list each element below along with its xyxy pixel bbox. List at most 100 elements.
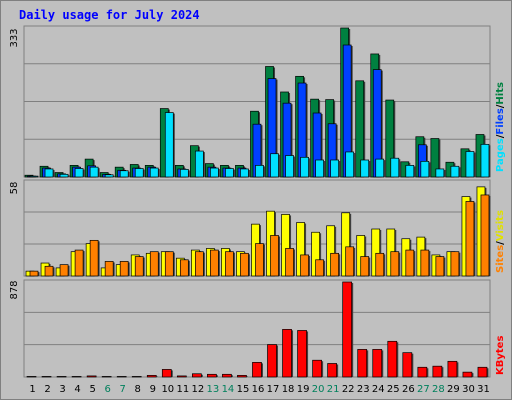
bar-pages [450, 165, 460, 178]
legend-pages: Pages [495, 138, 506, 172]
bar-pages [330, 159, 339, 178]
legend-hits: Hits [495, 82, 506, 105]
bar-sites [465, 201, 475, 277]
bar-pages [240, 168, 249, 178]
bar-pages [89, 166, 99, 178]
legend-kbytes: KBytes [495, 336, 506, 375]
bar-pages [195, 150, 204, 178]
bar-sites [390, 251, 400, 277]
x-tick-label: 1 [29, 384, 35, 395]
legend-hits-files-pages: Pages/Files/Hits [495, 82, 506, 172]
legend-sep-3: / [495, 241, 506, 245]
bar-hits [355, 80, 365, 178]
x-tick-label: 31 [477, 384, 490, 395]
y-max-label-kbytes: 878 [9, 280, 20, 299]
bar-kbytes [222, 373, 232, 378]
x-tick-label: 25 [387, 384, 400, 395]
bar-kbytes [176, 375, 187, 378]
bar-kbytes [237, 375, 247, 378]
bar-kbytes [161, 369, 172, 378]
x-tick-label: 13 [207, 384, 220, 395]
bar-pages [300, 156, 309, 178]
x-tick-label: 9 [150, 384, 156, 395]
chart-title: Daily usage for July 2024 [19, 8, 200, 22]
bar-pages [104, 174, 114, 178]
x-tick-label: 5 [89, 384, 95, 395]
bar-pages [420, 160, 430, 178]
x-tick-label: 14 [222, 384, 235, 395]
x-tick-label: 30 [462, 384, 475, 395]
bar-kbytes [282, 329, 292, 378]
x-tick-label: 16 [252, 384, 265, 395]
bar-sites [255, 243, 264, 277]
bar-pages [345, 151, 355, 178]
x-tick-label: 22 [342, 384, 355, 395]
bar-kbytes [327, 363, 337, 378]
bar-sites [29, 270, 39, 277]
x-tick-label: 11 [176, 384, 189, 395]
bar-pages [74, 168, 84, 178]
bar-pages [210, 167, 219, 178]
bar-sites [149, 251, 159, 277]
bar-sites [330, 252, 339, 277]
bar-kbytes [207, 373, 217, 378]
bar-sites [360, 256, 370, 277]
bar-kbytes [342, 281, 353, 378]
bar-pages [480, 143, 490, 178]
bar-sites [164, 251, 174, 277]
bar-kbytes [372, 349, 383, 378]
legend-sep-2: / [495, 104, 506, 108]
bar-pages [134, 168, 144, 178]
bar-kbytes [86, 375, 97, 378]
bar-pages [270, 153, 279, 178]
bar-sites [375, 252, 385, 277]
bar-sites [179, 259, 189, 277]
x-tick-label: 17 [267, 384, 280, 395]
bar-sites [89, 239, 99, 277]
bar-sites [59, 264, 69, 277]
x-tick-label: 23 [357, 384, 370, 395]
bar-sites [240, 252, 249, 277]
bar-pages [119, 170, 129, 178]
bar-sites [405, 249, 415, 277]
x-tick-label: 6 [104, 384, 110, 395]
bar-kbytes [297, 330, 307, 378]
bar-sites [270, 235, 279, 277]
x-tick-label: 12 [192, 384, 205, 395]
bar-sites [134, 256, 144, 277]
bar-sites [480, 194, 490, 277]
bar-pages [179, 169, 189, 178]
bar-pages [375, 158, 385, 178]
bar-pages [390, 157, 400, 178]
bar-pages [149, 167, 159, 178]
legend-visits: Visits [495, 210, 506, 241]
x-tick-label: 18 [282, 384, 295, 395]
legend-sites: Sites [495, 245, 506, 273]
bar-kbytes [477, 366, 488, 378]
bar-kbytes [417, 366, 428, 378]
y-max-label-hits: 333 [9, 28, 20, 47]
bar-sites [210, 249, 219, 277]
bar-pages [465, 151, 475, 178]
bar-pages [285, 155, 294, 178]
x-tick-label: 7 [120, 384, 126, 395]
x-tick-label: 21 [327, 384, 340, 395]
bar-pages [225, 168, 234, 178]
bar-kbytes [146, 375, 157, 378]
bar-kbytes [462, 371, 473, 378]
x-tick-label: 24 [372, 384, 385, 395]
legend-sep-1: / [495, 134, 506, 138]
bar-kbytes [56, 376, 67, 378]
bar-kbytes [252, 362, 262, 378]
x-tick-label: 29 [447, 384, 460, 395]
bar-kbytes [312, 359, 322, 378]
bar-kbytes [71, 376, 82, 378]
bar-sites [420, 249, 430, 277]
bar-sites [345, 246, 355, 277]
bar-kbytes [26, 376, 37, 378]
bar-sites [225, 251, 234, 277]
bar-sites [74, 249, 84, 277]
bar-sites [195, 251, 204, 277]
x-tick-label: 15 [237, 384, 250, 395]
bar-pages [360, 159, 370, 178]
